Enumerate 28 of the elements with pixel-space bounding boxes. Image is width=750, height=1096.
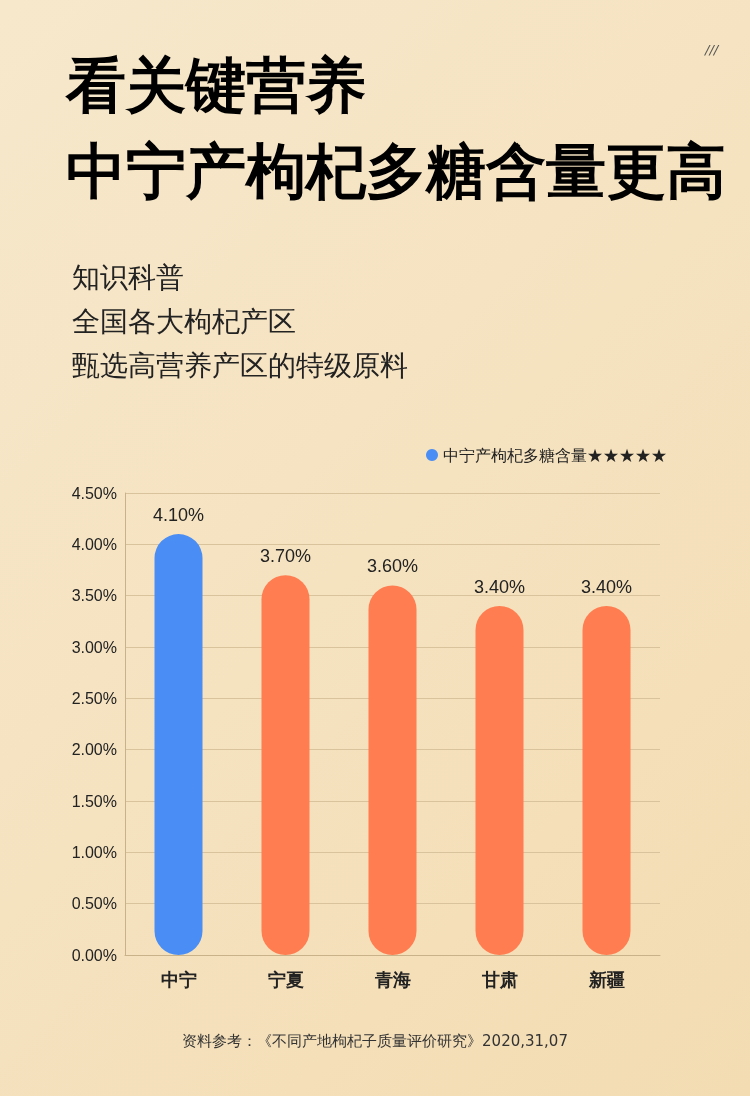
x-tick-label: 青海 (373, 970, 411, 990)
data-label: 3.40% (580, 576, 633, 597)
y-tick-label: 4.00% (71, 535, 117, 553)
x-tick-label: 中宁 (160, 970, 197, 990)
text: /// (705, 42, 719, 57)
y-tick-label: 1.00% (71, 843, 117, 861)
data-label: 3.60% (366, 556, 419, 577)
text: 资料参考：《不同产地枸杞子质量评价研究》2020,31,07 (181, 1032, 569, 1051)
y-tick-label: 2.50% (71, 689, 117, 707)
legend-label: 中宁产枸杞多糖含量★★★★★ (443, 446, 667, 464)
x-tick-label: 甘肃 (480, 970, 518, 990)
y-tick-label: 0.00% (71, 946, 117, 964)
data-label: 4.10% (152, 505, 205, 526)
text: 知识科普 (72, 260, 185, 296)
chart-title: 看关键营养 (66, 50, 366, 120)
y-tick-label: 3.50% (71, 587, 117, 605)
text: 全国各大枸杞产区 (72, 304, 297, 340)
x-tick-label: 新疆 (587, 970, 625, 990)
y-tick-label: 0.50% (71, 895, 117, 913)
text: 甄选高营养产区的特级原料 (72, 348, 408, 384)
data-label: 3.70% (259, 546, 312, 567)
y-tick-label: 1.50% (71, 792, 117, 810)
y-tick-label: 3.00% (71, 638, 117, 656)
y-tick-label: 4.50% (71, 484, 117, 502)
y-tick-label: 2.00% (71, 741, 117, 759)
data-label: 3.40% (473, 576, 526, 597)
chart-subtitle: 中宁产枸杞多糖含量更高 (66, 135, 726, 208)
x-tick-label: 宁夏 (267, 970, 304, 990)
